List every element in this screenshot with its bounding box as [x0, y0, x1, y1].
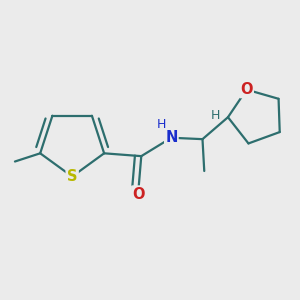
Text: H: H [211, 109, 220, 122]
Text: N: N [165, 130, 178, 145]
Text: O: O [132, 187, 145, 202]
Text: H: H [157, 118, 166, 131]
Text: O: O [240, 82, 253, 97]
Text: S: S [67, 169, 77, 184]
